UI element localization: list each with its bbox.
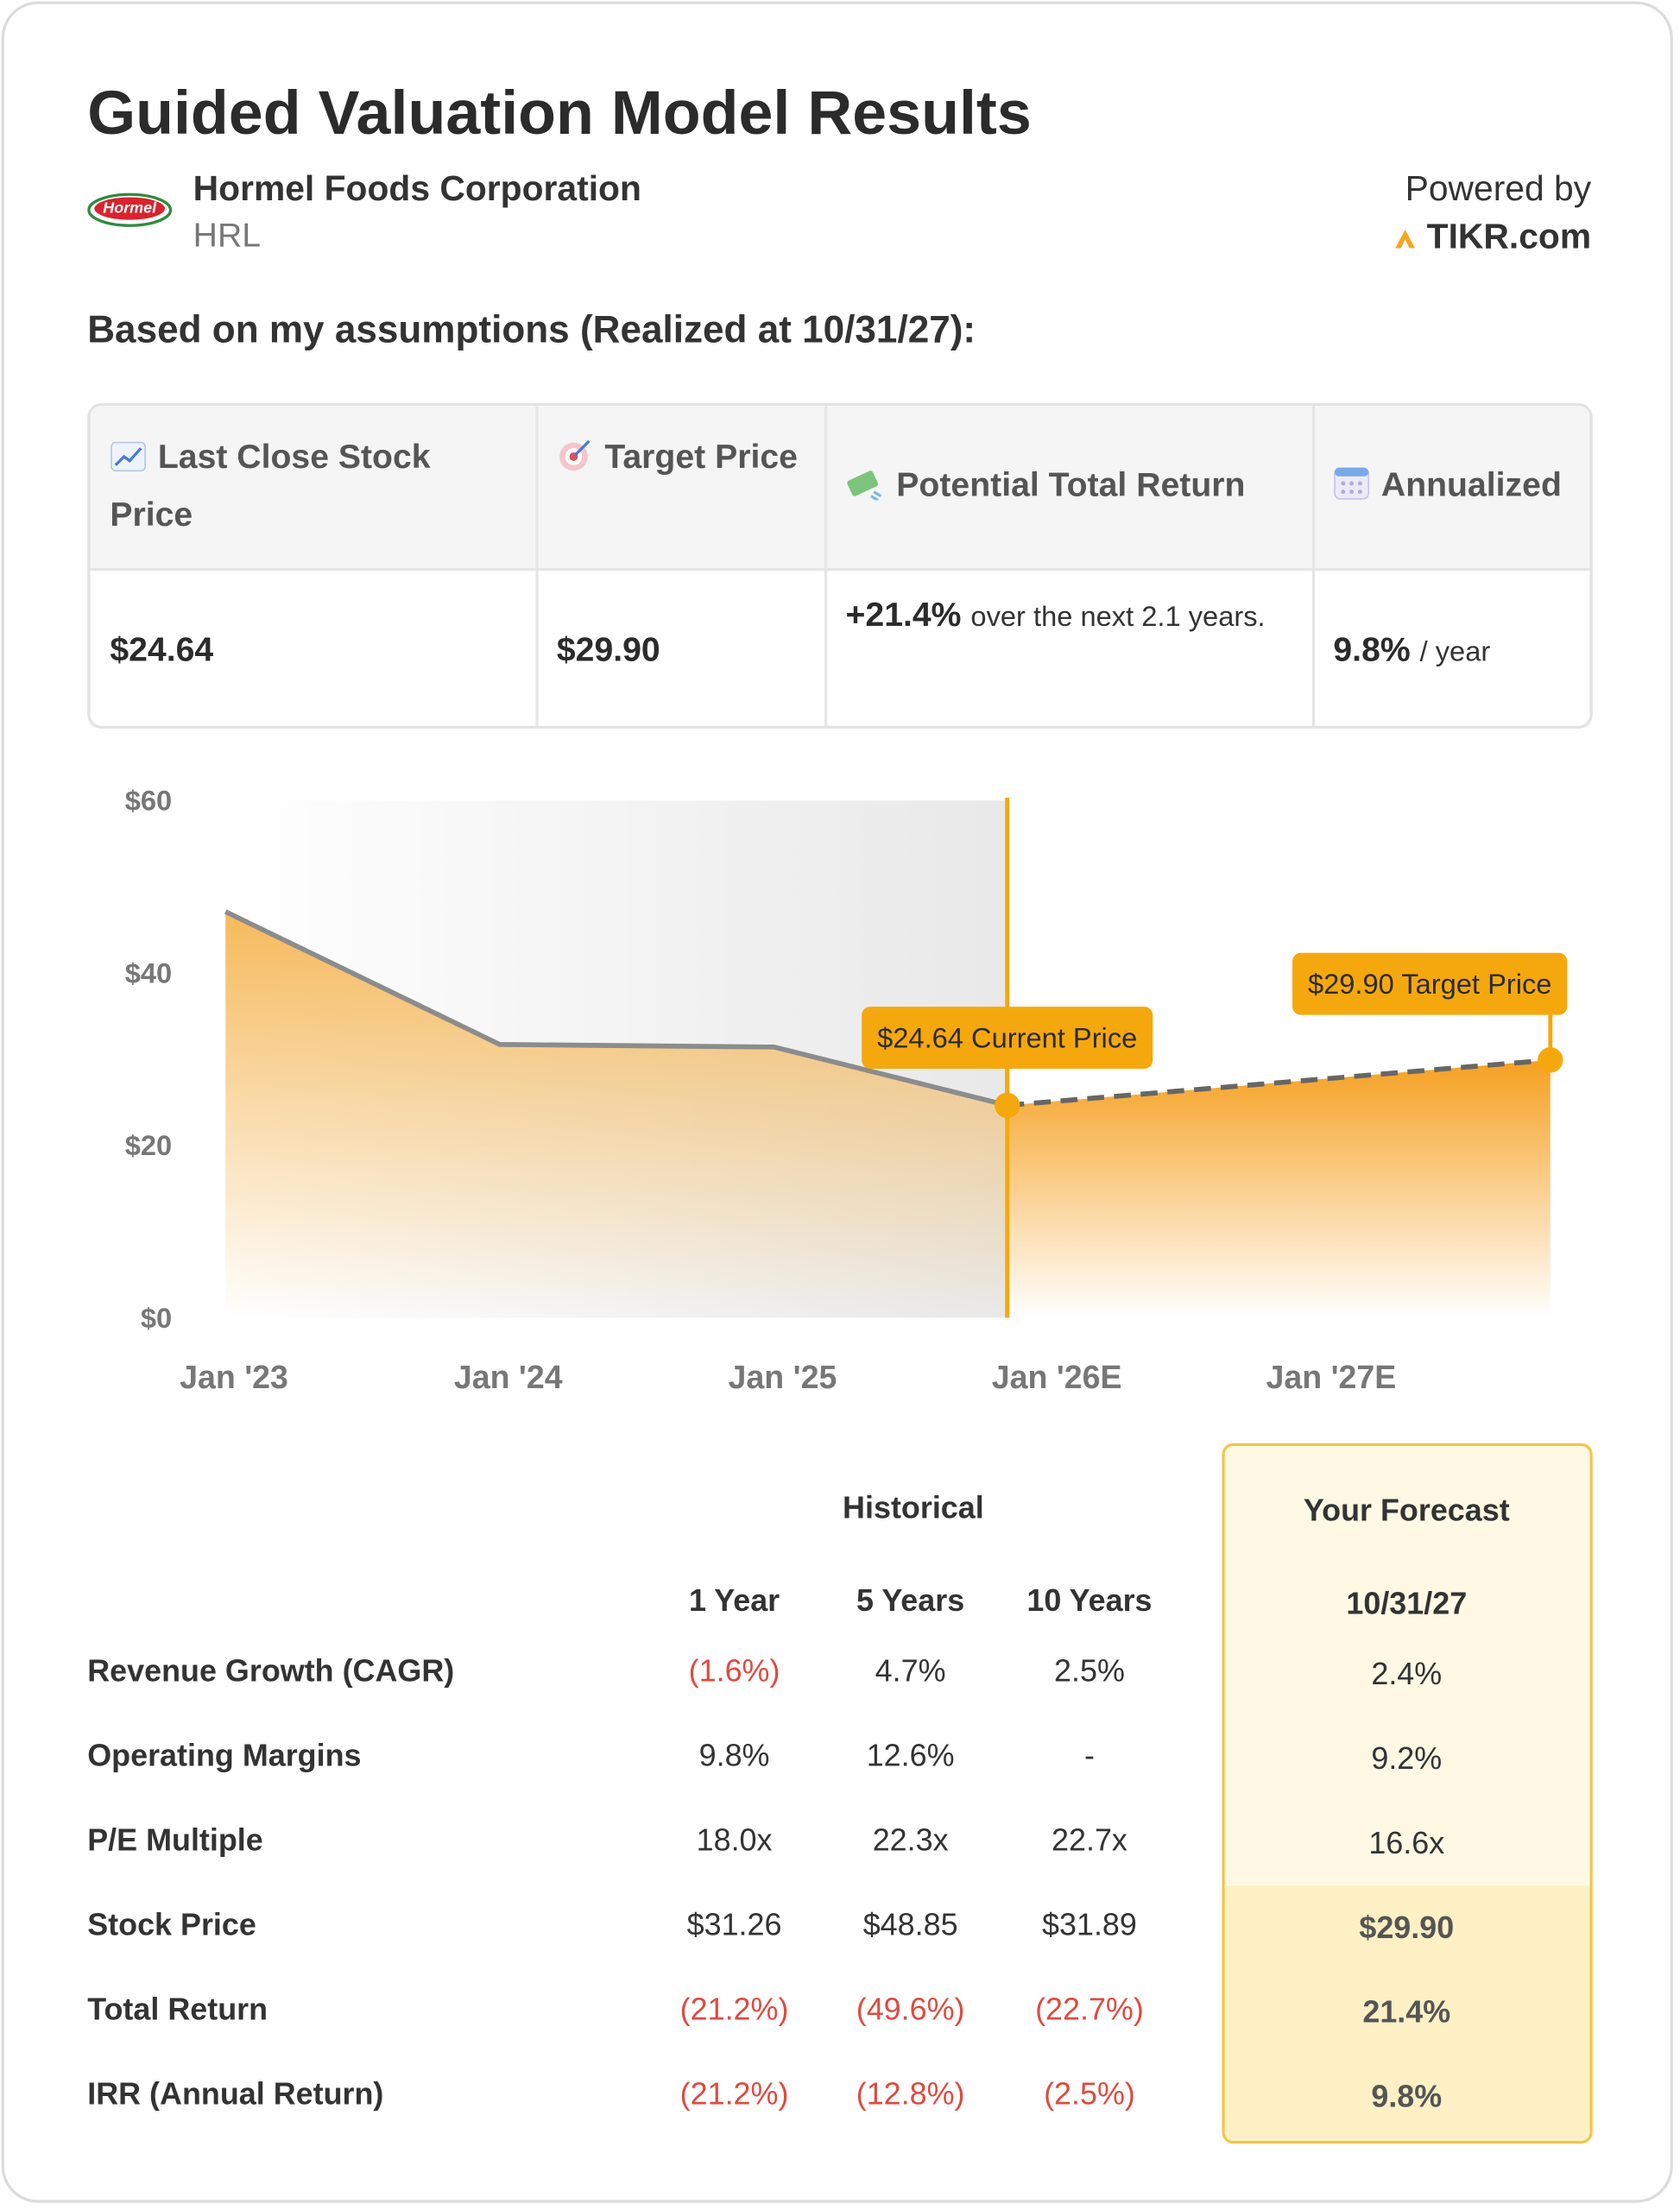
column-header: 10/31/27: [1346, 1585, 1468, 1621]
point: [995, 1092, 1020, 1119]
cell: 18.0x: [696, 1822, 773, 1858]
icon: [1334, 467, 1370, 500]
cell: 22.7x: [1052, 1822, 1127, 1858]
cell: 21.4%: [1362, 1994, 1451, 2030]
cell: $31.89: [1042, 1906, 1137, 1942]
column-divider: [535, 406, 539, 726]
cell: 9.8%: [1371, 2079, 1443, 2114]
cell: (1.6%): [688, 1652, 780, 1689]
x-tick-label: Jan '26E: [992, 1359, 1122, 1395]
cell: $31.26: [686, 1906, 782, 1942]
summary-value-cell: +21.4% over the next 2.1 years.: [846, 586, 1269, 647]
summary-table: Last Close Stock Price Target Price Pote…: [87, 402, 1593, 729]
summary-header-text: Last Close Stock Price: [110, 438, 431, 534]
summary-header: Annualized: [1333, 457, 1589, 515]
summary-value: +21.4%: [845, 596, 962, 635]
summary-value: $29.90: [556, 631, 660, 670]
summary-header-text: Annualized: [1380, 466, 1562, 505]
cell: (12.8%): [856, 2075, 965, 2112]
column-divider: [824, 406, 828, 726]
summary-note: / year: [1419, 636, 1491, 668]
cell: 22.3x: [872, 1822, 949, 1858]
logo: Hormel: [87, 193, 173, 227]
row-label: Operating Margins: [87, 1737, 362, 1773]
x-tick-label: Jan '25: [729, 1359, 837, 1395]
powered-by: Powered by: [1405, 168, 1592, 209]
annotation: $24.64 Current Price: [877, 1021, 1137, 1053]
x-tick-label: Jan '24: [454, 1359, 563, 1395]
cell: (21.2%): [679, 2075, 789, 2112]
cell: -: [1083, 1737, 1095, 1773]
summary-header: Target Price: [557, 428, 811, 486]
row-label: Stock Price: [87, 1906, 256, 1942]
company-name: Hormel Foods Corporation: [193, 168, 641, 209]
chart: $0 $20 $40 $60 Jan '23 Jan '24 Jan '25 Jan '26E…: [125, 785, 1568, 1395]
annotation-box: [862, 1007, 1153, 1069]
cell: 16.6x: [1368, 1825, 1445, 1860]
cell: $48.85: [862, 1906, 958, 1942]
line: [224, 909, 1008, 1108]
area: [1007, 1059, 1551, 1318]
line: [1007, 1058, 1551, 1108]
cell: 9.8%: [698, 1737, 770, 1773]
ticker: HRL: [193, 217, 262, 256]
y-tick-label: $20: [125, 1129, 172, 1161]
column-header: 1 Year: [688, 1582, 780, 1619]
x-tick-label: Jan '23: [180, 1359, 288, 1395]
summary-value-cell: 9.8% / year: [1333, 631, 1490, 671]
brand: TIKR.com: [1393, 217, 1591, 257]
summary-value: $24.64: [110, 631, 214, 670]
y-tick-label: $60: [125, 785, 172, 817]
cell: 2.4%: [1371, 1656, 1443, 1692]
summary-header-text: Target Price: [604, 438, 798, 477]
area: [225, 912, 1007, 1318]
forecast-highlight: [1224, 1885, 1590, 2141]
brand-text: TIKR.com: [1426, 217, 1592, 257]
column-header: 10 Years: [1026, 1582, 1153, 1619]
group-header: Your Forecast: [1303, 1492, 1510, 1528]
forecast-panel: [1222, 1443, 1593, 2144]
row-label: Revenue Growth (CAGR): [87, 1652, 455, 1689]
cell: (21.2%): [679, 1991, 789, 2027]
logo-text: Hormel: [103, 199, 157, 217]
cell: 9.2%: [1371, 1740, 1443, 1777]
y-tick-label: $0: [141, 1302, 172, 1334]
column-header: 5 Years: [856, 1582, 965, 1619]
column-divider: [1311, 406, 1316, 726]
annotation-box: [1292, 952, 1568, 1015]
y-tick-label: $40: [125, 957, 172, 988]
subtitle: Based on my assumptions (Realized at 10/…: [87, 308, 976, 351]
point: [1538, 1047, 1563, 1073]
icon: [559, 439, 591, 471]
summary-note: over the next 2.1 years.: [970, 602, 1266, 634]
row-label: P/E Multiple: [87, 1822, 263, 1858]
cell: 2.5%: [1054, 1652, 1125, 1689]
cell: 12.6%: [866, 1737, 955, 1773]
cell: 4.7%: [875, 1652, 946, 1689]
row-label: Total Return: [87, 1991, 268, 2027]
brand-icon: [1395, 230, 1416, 249]
x-tick-label: Jan '27E: [1266, 1359, 1396, 1395]
row-label: IRR (Annual Return): [87, 2075, 384, 2112]
cell: $29.90: [1359, 1910, 1455, 1945]
summary-header: Last Close Stock Price: [110, 428, 518, 544]
summary-header-text: Potential Total Return: [896, 466, 1246, 505]
title: Guided Valuation Model Results: [87, 79, 1032, 148]
summary-value: 9.8%: [1333, 631, 1411, 670]
annotation: $29.90 Target Price: [1308, 968, 1551, 1000]
icon: [847, 470, 882, 502]
icon: [111, 441, 146, 472]
summary-header: Potential Total Return: [846, 457, 1311, 515]
cell: (49.6%): [856, 1991, 965, 2027]
group-header: Historical: [843, 1489, 984, 1525]
cell: (2.5%): [1044, 2075, 1135, 2112]
cell: (22.7%): [1035, 1991, 1144, 2027]
